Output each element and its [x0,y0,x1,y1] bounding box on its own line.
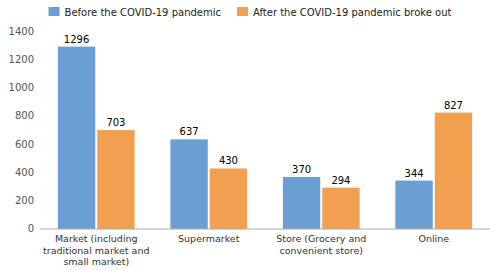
data-label: 344 [405,168,424,179]
bar [210,168,247,229]
y-tick-label: 800 [15,110,34,121]
legend-swatch [237,7,248,16]
bar [395,181,432,229]
x-tick-label: Online [418,233,449,244]
bar [58,47,95,229]
bar [283,177,320,229]
y-tick-label: 0 [28,223,34,234]
legend-item: Before the COVID-19 pandemic [49,7,221,18]
bar [322,188,359,229]
bar [97,130,134,229]
data-label: 827 [444,100,463,111]
legend-label: Before the COVID-19 pandemic [65,7,221,18]
legend-label: After the COVID-19 pandemic broke out [253,7,452,18]
bars [58,47,472,229]
y-tick-label: 200 [15,195,34,206]
legend: Before the COVID-19 pandemic After the CO… [49,7,452,18]
x-axis [40,229,490,230]
x-tick-label: Store (Grocery andconvenient store) [276,233,366,256]
legend-swatch [49,7,60,16]
y-tick-label: 1000 [9,82,34,93]
data-label: 703 [106,117,125,128]
y-tick-label: 1400 [9,26,34,37]
data-labels: 1296 637 370 344 703 430 294 827 [64,34,463,186]
data-label: 430 [219,155,238,166]
x-tick-label: Market (includingtraditional market ands… [43,233,149,267]
x-tick-label: Supermarket [178,233,240,244]
chart: 0 200 400 600 800 1000 1200 1400 1296 637 370 344 70… [0,0,500,275]
data-label: 370 [292,164,311,175]
y-tick-label: 1200 [9,54,34,65]
bar [435,113,472,229]
data-label: 1296 [64,34,89,45]
legend-item: After the COVID-19 pandemic broke out [237,7,452,18]
data-label: 294 [331,175,350,186]
y-tick-label: 400 [15,167,34,178]
data-label: 637 [180,126,199,137]
y-tick-label: 600 [15,139,34,150]
bar [170,139,207,229]
